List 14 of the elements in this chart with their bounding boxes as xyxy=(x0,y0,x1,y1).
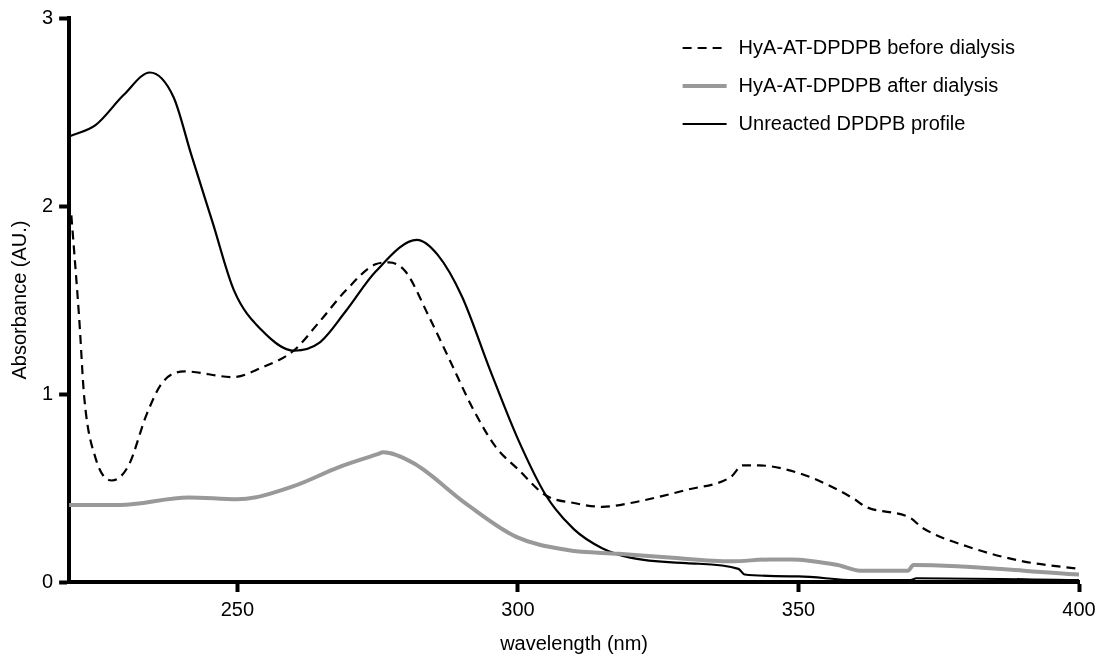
x-tick-label: 300 xyxy=(501,597,535,620)
x-axis-title: wavelength (nm) xyxy=(499,631,648,654)
legend-label: HyA-AT-DPDPB before dialysis xyxy=(738,35,1016,58)
legend-label: HyA-AT-DPDPB after dialysis xyxy=(738,73,999,96)
x-tick-label: 250 xyxy=(220,597,255,620)
legend-label: Unreacted DPDPB profile xyxy=(738,111,966,134)
x-tick-label: 400 xyxy=(1062,597,1096,620)
y-axis-title: Absorbance (AU.) xyxy=(7,220,30,380)
y-tick-label: 3 xyxy=(42,5,54,28)
y-tick-label: 1 xyxy=(42,381,54,404)
line-series xyxy=(69,450,1079,577)
y-tick-label: 0 xyxy=(42,569,54,592)
y-tick-label: 2 xyxy=(42,193,54,216)
x-tick-label: 350 xyxy=(781,597,816,620)
